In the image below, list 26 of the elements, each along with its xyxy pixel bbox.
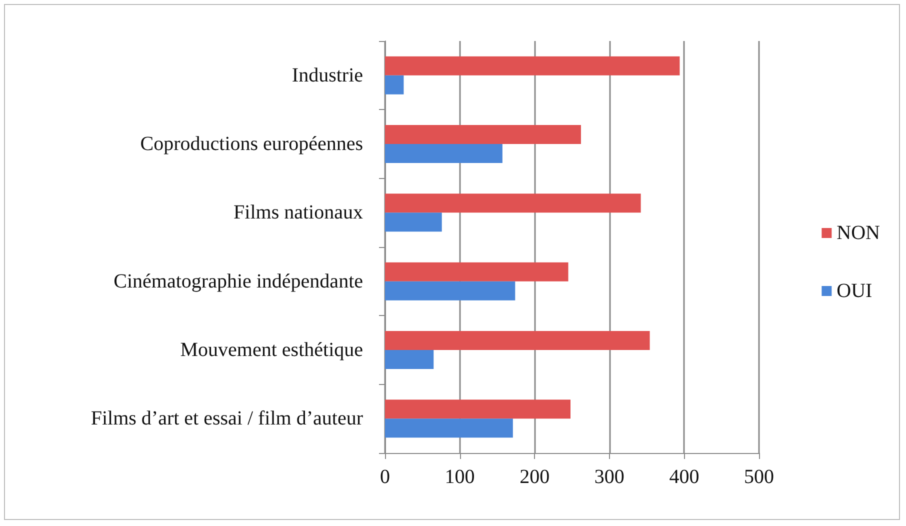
bar — [385, 281, 516, 300]
bar — [385, 212, 442, 232]
bar — [385, 418, 513, 438]
bar — [385, 400, 571, 419]
bar — [385, 262, 568, 282]
bar — [385, 125, 581, 144]
x-tick-label: 500 — [744, 466, 774, 488]
legend-label: OUI — [836, 280, 872, 302]
y-tick-label: Industrie — [292, 64, 364, 86]
bar — [385, 350, 434, 369]
bar — [385, 56, 680, 76]
bar — [385, 75, 404, 94]
bar — [385, 194, 641, 213]
y-tick-label: Films d’art et essai / film d’auteur — [90, 408, 364, 430]
x-tick-label: 200 — [520, 466, 550, 488]
y-tick-label: Mouvement esthétique — [180, 339, 364, 361]
x-tick-label: 0 — [380, 466, 390, 488]
y-tick-label: Coproductions européennes — [140, 133, 364, 155]
x-tick-label: 400 — [669, 466, 700, 488]
y-tick-label: Cinématographie indépendante — [114, 270, 364, 292]
bar — [385, 331, 650, 350]
x-tick-label: 100 — [444, 466, 475, 488]
y-tick-label: Films nationaux — [234, 202, 363, 224]
x-tick-label: 300 — [594, 466, 624, 488]
bar — [385, 144, 502, 163]
legend-label: NON — [836, 222, 880, 244]
